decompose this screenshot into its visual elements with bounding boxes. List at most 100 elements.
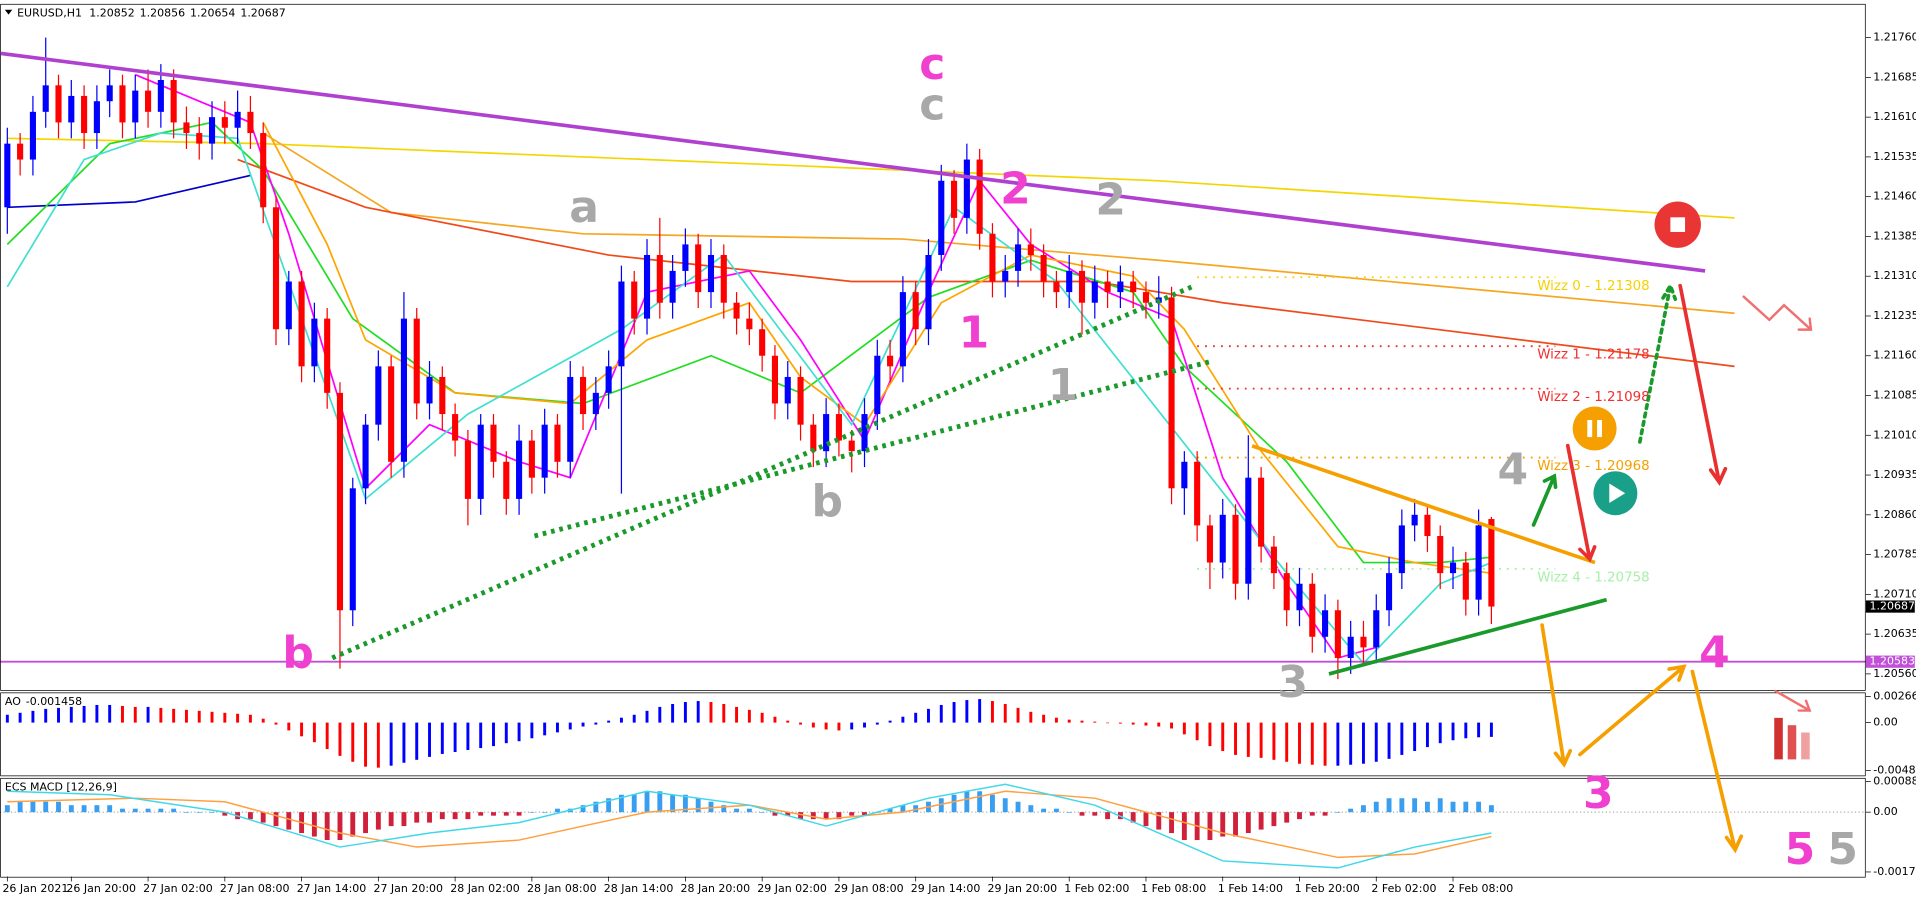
arrow — [1678, 283, 1728, 486]
arrow — [1565, 443, 1597, 563]
macd-bar — [1309, 812, 1315, 816]
candle-body — [848, 440, 855, 452]
arrow — [1742, 295, 1813, 331]
ao-bar — [1425, 722, 1429, 748]
trendline — [533, 358, 1214, 539]
ao-bar — [402, 722, 406, 763]
ao-bar — [619, 717, 623, 723]
candle-body — [1309, 583, 1316, 637]
macd-bar — [427, 812, 432, 823]
ao-bar — [197, 710, 201, 723]
x-tick-label: 1 Feb 20:00 — [1295, 882, 1360, 895]
macd-bar — [1476, 801, 1482, 813]
macd-bar — [1412, 798, 1418, 813]
candle-body — [1104, 281, 1111, 293]
macd-bar — [209, 812, 215, 813]
ao-bar — [274, 722, 278, 725]
ao-bar — [760, 712, 764, 723]
ao-bar — [364, 722, 368, 767]
ao-bar — [799, 722, 803, 725]
ao-bar — [939, 704, 943, 723]
macd-bar — [1335, 812, 1341, 813]
play-button — [1593, 471, 1638, 516]
candle-body — [477, 424, 484, 499]
ao-bar — [389, 722, 393, 766]
macd-bar — [107, 805, 113, 813]
macd-bar — [1361, 805, 1366, 813]
candle-body — [426, 376, 433, 404]
arrow — [1540, 623, 1573, 768]
candle-body — [1488, 519, 1495, 607]
ao-bar — [1106, 722, 1110, 724]
ao-bar — [1323, 722, 1327, 766]
candle-body — [145, 90, 152, 112]
candle-body — [963, 159, 970, 218]
macd-bar — [618, 794, 624, 813]
ao-bar — [1144, 722, 1148, 726]
candle-body — [1117, 281, 1124, 293]
ao-bar — [504, 722, 508, 744]
ao-bar — [210, 711, 214, 723]
macd-bar — [1207, 812, 1213, 841]
candle-body — [93, 101, 100, 134]
macd-bar — [1066, 812, 1072, 813]
candle-body — [1296, 583, 1303, 611]
macd-bar — [990, 794, 995, 813]
arrow — [1531, 473, 1558, 527]
low: 1.20654 — [190, 6, 235, 19]
ao-bar — [530, 722, 534, 739]
macd-bar — [759, 812, 765, 813]
ao-bar — [312, 722, 316, 743]
y-tick-label: 1.21385 — [1873, 229, 1916, 242]
candle-body — [823, 414, 830, 452]
ao-bar — [1093, 721, 1097, 723]
level-label: Wizz 1 - 1.21178 — [1537, 348, 1650, 363]
macd-bar — [542, 812, 548, 813]
candle-body — [1258, 477, 1265, 547]
candle-body — [400, 318, 407, 462]
wave-label: b — [282, 628, 313, 679]
candle-body — [4, 143, 11, 208]
indicator-line — [7, 137, 1735, 219]
ao-bar — [1208, 722, 1212, 747]
ao-bar — [31, 710, 35, 723]
arrow — [1774, 689, 1812, 712]
candle-body — [132, 90, 139, 123]
ao-bar — [1131, 722, 1135, 725]
candle-body — [1002, 270, 1009, 282]
level-label: Wizz 4 - 1.20758 — [1537, 570, 1650, 585]
stop-button — [1654, 201, 1701, 248]
wave-label: c — [919, 79, 945, 130]
ao-bar — [338, 722, 342, 756]
macd-bar — [798, 812, 803, 820]
y-tick-label: -0.001717 — [1873, 865, 1916, 878]
macd-bar — [401, 812, 407, 827]
x-tick-label: 26 Jan 2021 — [2, 882, 68, 895]
macd-bar — [823, 812, 829, 820]
icon-bar — [1787, 725, 1797, 760]
ao-bar — [658, 706, 662, 723]
macd-bar — [734, 808, 740, 813]
x-tick-label: 27 Jan 02:00 — [143, 882, 213, 895]
ao-bar — [159, 707, 163, 723]
candle-body — [17, 143, 24, 160]
macd-bar — [120, 808, 125, 813]
candle-body — [592, 392, 599, 415]
macd-bar — [375, 812, 381, 830]
x-tick-label: 27 Jan 14:00 — [297, 882, 367, 895]
x-tick-label: 28 Jan 02:00 — [450, 882, 520, 895]
indicator-line — [237, 158, 1735, 368]
candle-body — [759, 329, 766, 356]
candle-body — [771, 355, 779, 404]
macd-bar — [1386, 798, 1392, 813]
ao-bar — [1157, 722, 1161, 727]
candle-body — [1053, 281, 1060, 293]
macd-bar — [951, 794, 957, 813]
x-tick-label: 28 Jan 14:00 — [604, 882, 674, 895]
candle-body — [272, 207, 280, 330]
candle-body — [183, 122, 190, 134]
candle-body — [1283, 573, 1290, 611]
macd-bar — [1348, 808, 1354, 813]
candle-body — [196, 133, 203, 144]
